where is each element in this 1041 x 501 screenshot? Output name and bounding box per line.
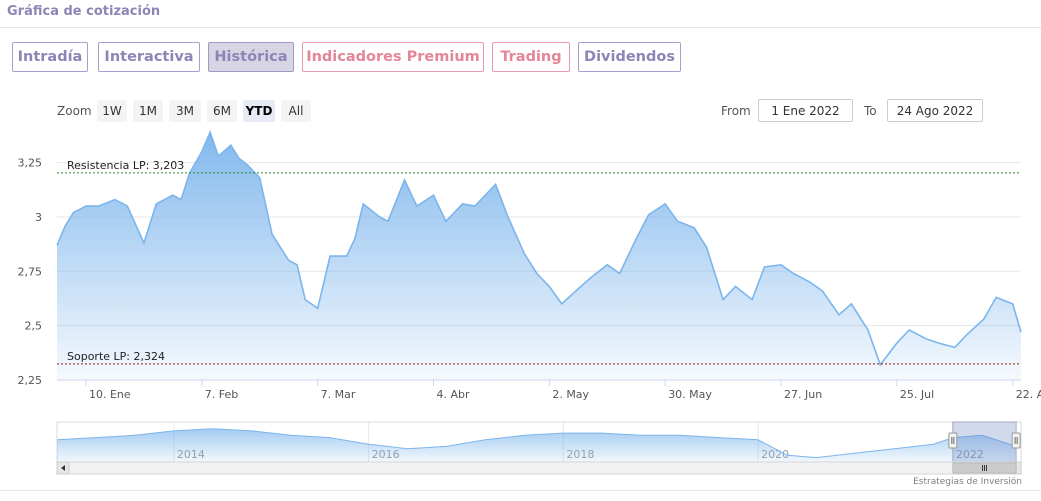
bottom-divider xyxy=(0,490,1041,491)
range-to-input[interactable]: 24 Ago 2022 xyxy=(887,99,983,122)
price-line[interactable] xyxy=(56,129,1022,367)
tab-dividendos[interactable]: Dividendos xyxy=(578,42,681,72)
title-divider xyxy=(0,27,1041,28)
resistance-label: Resistencia LP: 3,203 xyxy=(67,159,184,172)
x-tick-label: 4. Abr xyxy=(436,388,469,401)
y-tick-label: 2,5 xyxy=(25,320,43,333)
tab-trading[interactable]: Trading xyxy=(492,42,570,72)
zoom-1w-button[interactable]: 1W xyxy=(97,100,127,122)
tab-intradia[interactable]: Intradía xyxy=(12,42,88,72)
chart-credit: Estrategias de Inversión xyxy=(913,477,1022,487)
scrollbar-track[interactable] xyxy=(56,461,1022,475)
zoom-6m-button[interactable]: 6M xyxy=(207,100,237,122)
page-title: Gráfica de cotización xyxy=(7,4,161,19)
range-to-label: To xyxy=(864,104,877,118)
navigator-area xyxy=(57,428,1017,462)
support-label: Soporte LP: 2,324 xyxy=(67,350,165,363)
zoom-label: Zoom xyxy=(57,104,92,118)
y-tick-label: 3 xyxy=(35,211,42,224)
range-from-input[interactable]: 1 Ene 2022 xyxy=(758,99,853,122)
x-tick-label: 7. Feb xyxy=(205,388,238,401)
range-from-label: From xyxy=(721,104,751,118)
price-chart[interactable]: 2,25 2,5 2,75 3 3,25 Resistencia LP: 3,203 Sop… xyxy=(0,125,1041,475)
zoom-1m-button[interactable]: 1M xyxy=(133,100,163,122)
navigator-selection[interactable] xyxy=(952,421,1017,463)
chevron-left-icon xyxy=(61,465,65,471)
tab-historica[interactable]: Histórica xyxy=(208,42,294,72)
navigator-handle-left[interactable] xyxy=(948,432,958,449)
x-tick-label: 10. Ene xyxy=(89,388,131,401)
y-tick-label: 3,25 xyxy=(18,157,43,170)
price-area xyxy=(57,132,1021,380)
x-tick-label: 27. Jun xyxy=(784,388,822,401)
x-tick-label: 22. Ago xyxy=(1016,388,1041,401)
y-tick-label: 2,75 xyxy=(18,265,43,278)
tab-interactiva[interactable]: Interactiva xyxy=(98,42,200,72)
y-tick-label: 2,25 xyxy=(18,374,43,387)
zoom-3m-button[interactable]: 3M xyxy=(169,100,201,122)
x-tick-label: 7. Mar xyxy=(321,388,356,401)
zoom-ytd-button[interactable]: YTD xyxy=(243,100,275,122)
navigator-handle-right[interactable] xyxy=(1011,432,1021,449)
tab-indicadores-premium[interactable]: Indicadores Premium xyxy=(302,42,484,72)
x-tick-label: 2. May xyxy=(552,388,589,401)
x-tick-label: 25. Jul xyxy=(900,388,934,401)
x-tick-label: 30. May xyxy=(668,388,712,401)
zoom-all-button[interactable]: All xyxy=(281,100,311,122)
navigator-line xyxy=(56,428,1017,459)
